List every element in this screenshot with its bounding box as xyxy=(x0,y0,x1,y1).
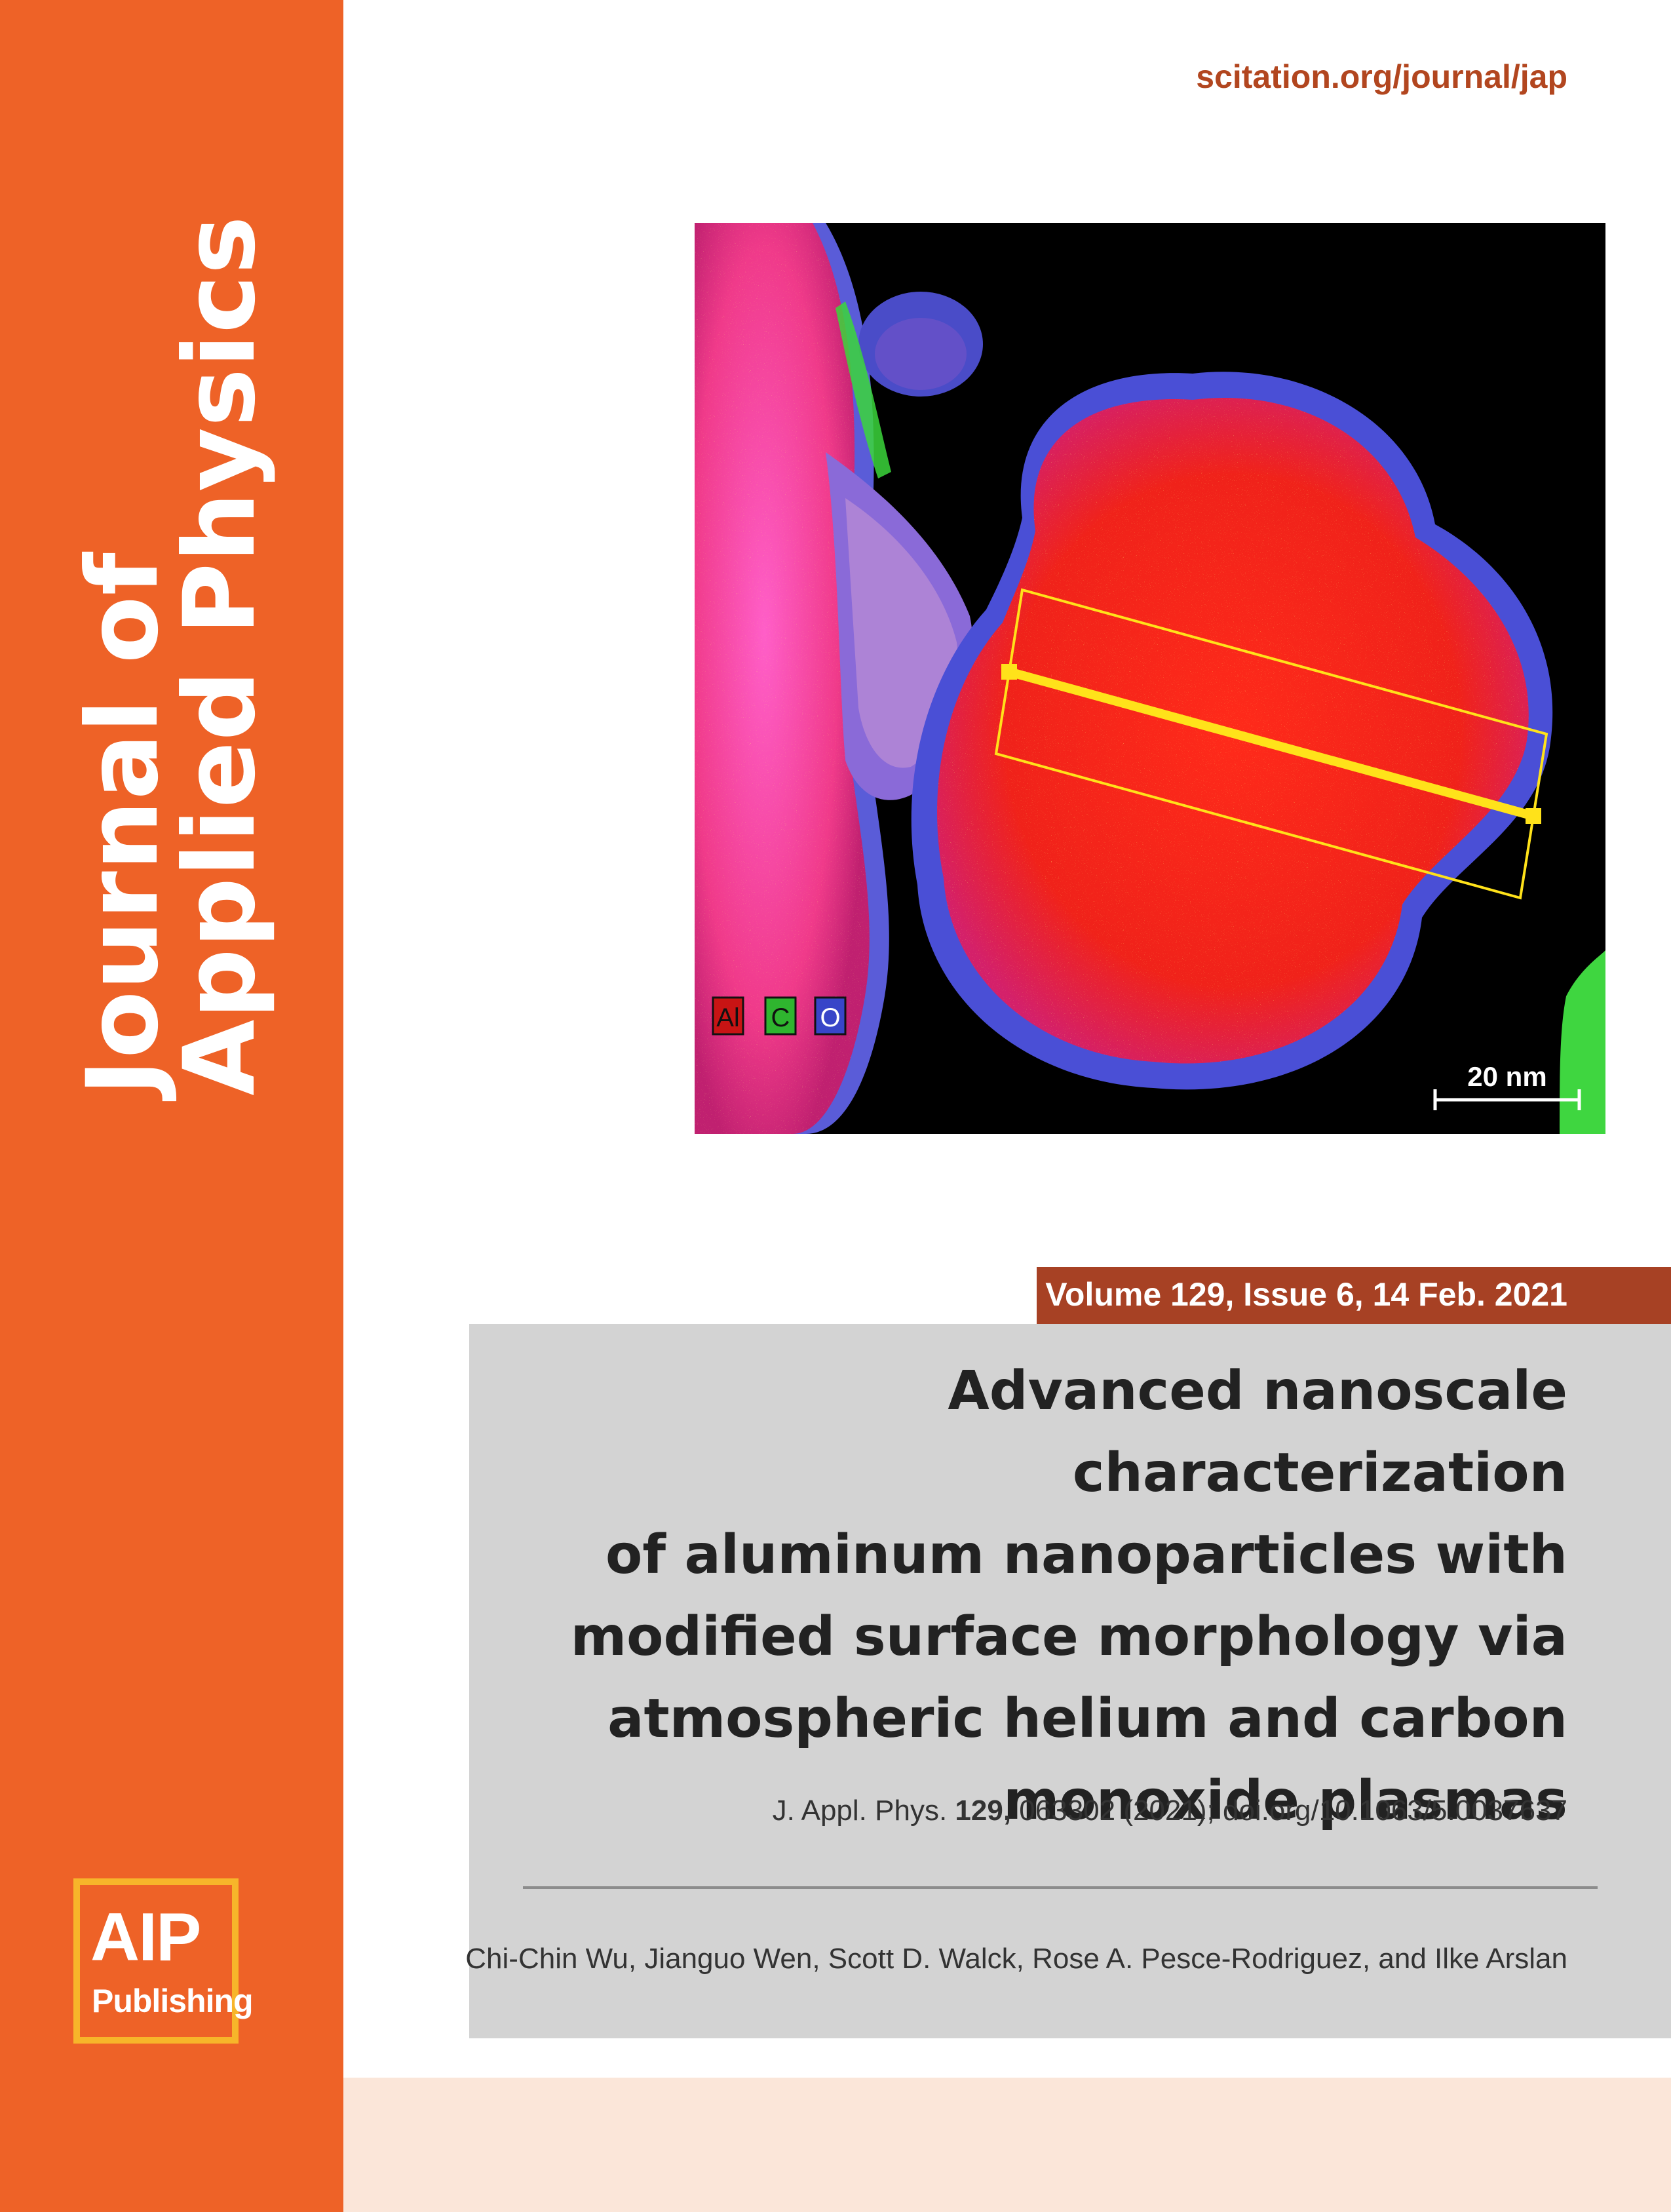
citation-journal: J. Appl. Phys. xyxy=(772,1795,948,1827)
article-title-line: atmospheric helium and carbon xyxy=(607,1688,1567,1750)
legend-c: C xyxy=(771,1003,790,1032)
article-panel xyxy=(469,1324,1671,2038)
volume-banner xyxy=(1037,1267,1671,1324)
citation-volume: 129, xyxy=(955,1795,1012,1827)
journal-title-line1: Journal of xyxy=(66,552,180,1096)
journal-url[interactable]: scitation.org/journal/jap xyxy=(1196,58,1567,95)
panel-divider xyxy=(523,1886,1598,1889)
journal-title: Journal of Applied Physics xyxy=(66,215,277,1096)
logo-main-text: AIP xyxy=(90,1899,201,1975)
volume-issue-date: Volume 129, Issue 6, 14 Feb. 2021 xyxy=(1045,1276,1567,1313)
scale-bar-label: 20 nm xyxy=(1467,1061,1546,1092)
cover-image: Al C O 20 nm xyxy=(695,223,1605,1134)
article-title: Advanced nanoscale characterization of a… xyxy=(467,1350,1567,1842)
article-title-line: modified surface morphology via xyxy=(570,1606,1567,1668)
logo-sub-text: Publishing xyxy=(92,1983,254,2019)
nanoparticle-eds-map: Al C O 20 nm xyxy=(695,223,1605,1134)
left-sidebar: Journal of Applied Physics AIP Publishin… xyxy=(0,0,343,2212)
article-authors: Chi-Chin Wu, Jianguo Wen, Scott D. Walck… xyxy=(465,1943,1567,1975)
citation-doi: 063302 (2021); doi.org/10.1063/5.0037637 xyxy=(1019,1795,1567,1827)
journal-title-line2: Applied Physics xyxy=(163,215,277,1096)
scale-bar: 20 nm xyxy=(1433,1061,1581,1110)
article-title-line: Advanced nanoscale characterization xyxy=(948,1360,1567,1504)
article-citation[interactable]: J. Appl. Phys. 129, 063302 (2021); doi.o… xyxy=(773,1795,1567,1827)
article-title-line: monoxide plasmas xyxy=(1003,1770,1567,1832)
bottom-band xyxy=(343,2078,1671,2212)
legend-al: Al xyxy=(716,1003,740,1032)
element-legend: Al C O xyxy=(712,996,847,1036)
aip-publishing-logo: AIP Publishing xyxy=(73,1878,254,2044)
article-title-line: of aluminum nanoparticles with xyxy=(605,1524,1567,1586)
legend-o: O xyxy=(820,1003,840,1032)
